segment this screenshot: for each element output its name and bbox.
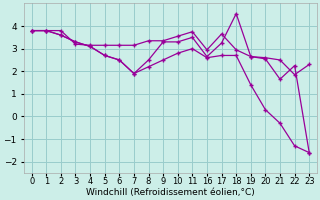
X-axis label: Windchill (Refroidissement éolien,°C): Windchill (Refroidissement éolien,°C) — [86, 188, 255, 197]
